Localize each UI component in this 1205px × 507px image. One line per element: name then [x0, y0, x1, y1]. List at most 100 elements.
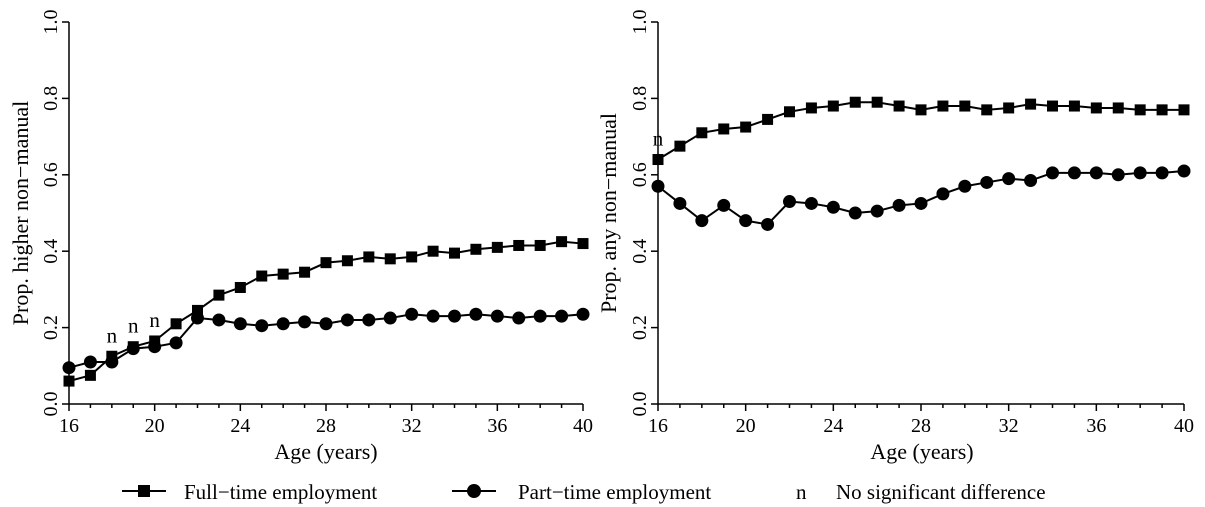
- left-point-full-time: [384, 253, 396, 265]
- left-point-part-time: [469, 307, 483, 321]
- right-point-full-time: [1047, 100, 1058, 112]
- right-point-part-time: [958, 179, 972, 193]
- left-point-full-time: [470, 243, 482, 255]
- right-x-tick-label: 40: [1174, 415, 1194, 437]
- right-point-full-time: [674, 140, 686, 152]
- left-point-full-time: [256, 270, 268, 282]
- right-y-tick-label: 0.6: [629, 162, 651, 187]
- left-point-part-time: [533, 309, 547, 323]
- left-point-part-time: [448, 309, 461, 323]
- left-point-part-time: [490, 309, 504, 323]
- left-panel: 0.00.20.40.60.81.016 20 24 28 32 36 40n n n Age …: [8, 10, 593, 465]
- legend-label-full-time: Full−time employment: [184, 480, 377, 504]
- right-point-part-time: [1089, 166, 1103, 180]
- right-point-part-time: [1046, 166, 1059, 180]
- right-point-full-time: [762, 113, 774, 125]
- legend-item-no-significant-difference: n No significant difference: [796, 480, 1046, 504]
- left-point-part-time: [405, 307, 419, 321]
- left-point-full-time: [170, 318, 182, 330]
- right-y-axis-label: Prop. any non−manual: [596, 113, 621, 313]
- left-point-full-time: [299, 266, 311, 278]
- right-y-tick-label: 0.4: [629, 239, 651, 264]
- left-y-tick-label: 0.0: [40, 392, 62, 417]
- left-x-tick-label: 28: [316, 415, 336, 437]
- left-point-full-time: [341, 255, 353, 267]
- right-point-full-time: [784, 106, 795, 118]
- left-point-part-time: [233, 317, 247, 331]
- left-y-axis-label: Prop. higher non−manual: [8, 101, 33, 325]
- left-y-tick-label: 0.2: [40, 315, 62, 340]
- right-point-full-time: [827, 100, 839, 112]
- right-point-full-time: [893, 100, 905, 112]
- right-x-tick-label: 32: [999, 415, 1019, 437]
- left-point-part-time: [105, 355, 119, 369]
- left-annotation-n: n: [107, 323, 118, 347]
- left-point-full-time: [427, 245, 439, 257]
- left-point-part-time: [212, 313, 226, 327]
- right-point-full-time: [937, 100, 949, 112]
- left-point-part-time: [255, 319, 269, 333]
- legend-square-marker: [138, 485, 150, 497]
- right-point-part-time: [651, 179, 665, 193]
- right-point-full-time: [1178, 104, 1190, 116]
- left-point-full-time: [449, 247, 460, 259]
- right-point-part-time: [695, 214, 709, 228]
- right-x-axis-label: Age (years): [870, 439, 973, 464]
- left-point-full-time: [513, 239, 525, 251]
- right-point-full-time: [1025, 98, 1037, 110]
- left-point-full-time: [534, 239, 546, 251]
- right-point-part-time: [1067, 166, 1081, 180]
- left-annotation-n: n: [149, 308, 160, 332]
- left-point-full-time: [213, 289, 225, 301]
- left-point-full-time: [192, 304, 203, 316]
- right-point-full-time: [981, 104, 993, 116]
- left-point-part-time: [169, 336, 183, 350]
- right-point-part-time: [1155, 166, 1169, 180]
- right-x-tick-label: 20: [736, 415, 756, 437]
- left-point-part-time: [362, 313, 376, 327]
- right-y-tick-label: 0.0: [629, 392, 651, 417]
- left-point-full-time: [234, 281, 246, 293]
- left-x-tick-label: 24: [230, 415, 250, 437]
- right-point-part-time: [936, 187, 950, 201]
- left-point-part-time: [62, 361, 76, 375]
- right-point-full-time: [1134, 104, 1146, 116]
- left-point-full-time: [63, 375, 75, 387]
- right-point-full-time: [959, 100, 971, 112]
- right-x-tick-label: 16: [648, 415, 668, 437]
- right-point-part-time: [892, 198, 906, 212]
- legend-circle-marker: [467, 484, 481, 498]
- left-point-part-time: [426, 309, 440, 323]
- right-point-full-time: [696, 127, 708, 139]
- right-point-part-time: [848, 206, 862, 220]
- right-plot-marks: 0.0 0.2 0.4 0.6 0.8 1.0 16 20 24 28 32 36 40 n: [629, 10, 1194, 438]
- right-point-part-time: [739, 214, 753, 228]
- right-point-part-time: [870, 204, 884, 218]
- right-point-part-time: [1002, 172, 1016, 186]
- right-annotation-n: n: [653, 127, 664, 151]
- right-x-tick-label: 24: [823, 415, 843, 437]
- right-point-full-time: [849, 96, 861, 108]
- legend-note-symbol: n: [796, 480, 807, 504]
- right-point-full-time: [871, 96, 883, 108]
- right-point-part-time: [761, 217, 775, 231]
- left-point-part-time: [298, 315, 312, 329]
- left-y-tick-label: 1.0: [40, 10, 62, 35]
- left-point-part-time: [126, 342, 140, 356]
- right-point-full-time: [718, 123, 730, 135]
- right-point-part-time: [1177, 164, 1191, 178]
- right-x-tick-label: 36: [1086, 415, 1106, 437]
- right-point-part-time: [1024, 174, 1038, 188]
- right-y-tick-label: 0.2: [629, 315, 651, 340]
- right-point-full-time: [652, 154, 664, 166]
- left-x-tick-label: 32: [402, 415, 422, 437]
- right-point-part-time: [804, 196, 818, 210]
- left-point-part-time: [148, 340, 162, 354]
- left-x-axis-label: Age (years): [274, 439, 377, 464]
- right-point-full-time: [1068, 100, 1080, 112]
- right-point-part-time: [980, 175, 994, 189]
- legend: Full−time employment Part−time employmen…: [122, 480, 1046, 504]
- left-point-part-time: [340, 313, 354, 327]
- right-point-part-time: [914, 196, 928, 210]
